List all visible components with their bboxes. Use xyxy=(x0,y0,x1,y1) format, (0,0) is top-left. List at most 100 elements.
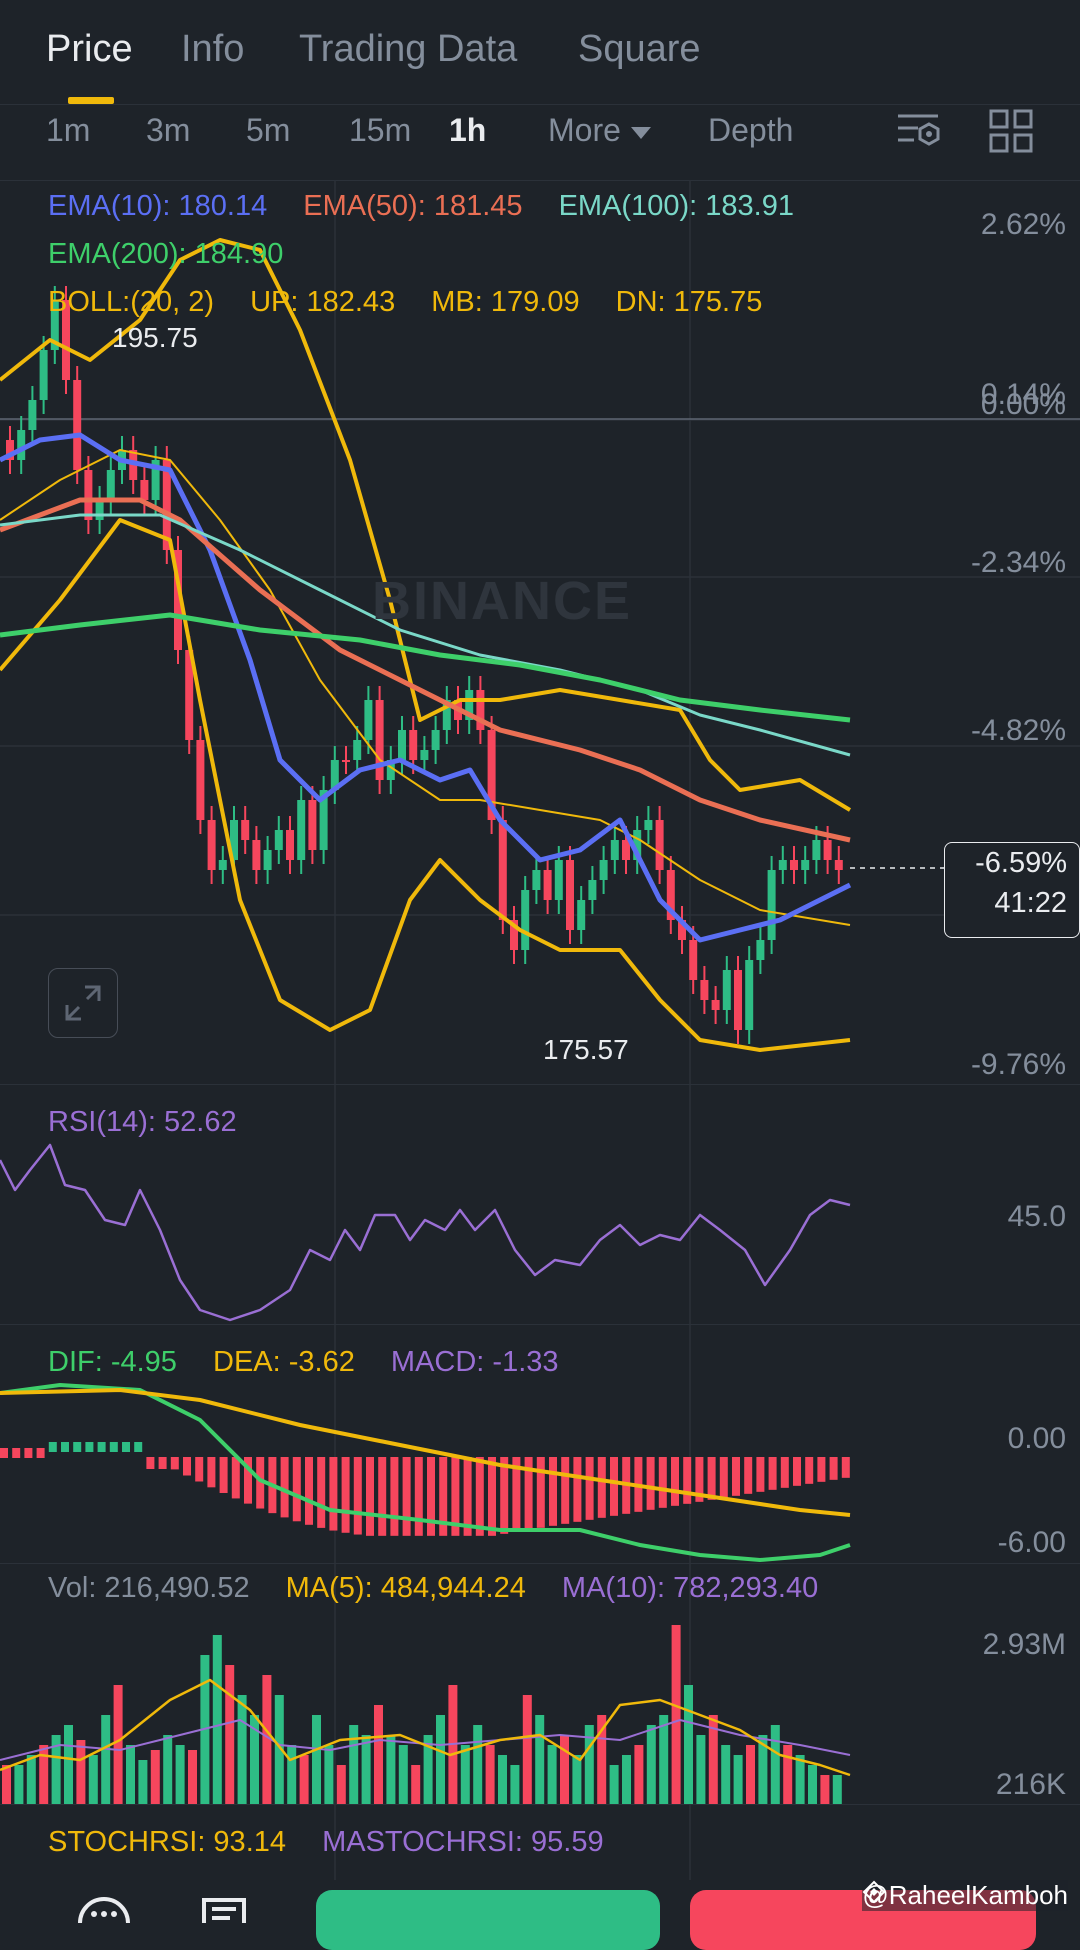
volume-bar xyxy=(113,1685,123,1805)
volume-bar xyxy=(2,1765,11,1805)
macd-histogram-bar xyxy=(134,1442,143,1452)
volume-bar xyxy=(783,1745,793,1805)
candle-body xyxy=(342,760,350,762)
ema100-line xyxy=(0,513,851,757)
stochrsi-value: STOCHRSI: 93.14 xyxy=(48,1826,287,1858)
orders-icon[interactable] xyxy=(200,1896,248,1923)
grid-layout-icon[interactable] xyxy=(988,108,1034,154)
tab-trading-data[interactable]: Trading Data xyxy=(299,28,518,70)
tab-info[interactable]: Info xyxy=(181,28,245,70)
volume-bar xyxy=(609,1765,619,1805)
interval-15m[interactable]: 15m xyxy=(349,112,412,148)
macd-histogram-bar xyxy=(402,1457,411,1536)
volume-panel-divider xyxy=(0,1563,1080,1564)
macd-histogram-bar xyxy=(329,1457,338,1531)
macd-histogram-bar xyxy=(36,1448,45,1458)
macd-histogram-bar xyxy=(122,1442,130,1452)
volume-bar xyxy=(64,1725,73,1805)
macd-histogram-bar xyxy=(658,1457,667,1508)
volume-bar xyxy=(299,1755,309,1805)
tab-price[interactable]: Price xyxy=(46,28,133,70)
macd-histogram-bar xyxy=(280,1457,289,1518)
interval-1m[interactable]: 1m xyxy=(46,112,91,148)
volume-bar xyxy=(572,1755,582,1805)
volume-bar xyxy=(671,1625,681,1805)
volume-bar xyxy=(411,1765,421,1805)
macd-histogram-bar xyxy=(195,1457,204,1482)
expand-chart-button[interactable] xyxy=(48,968,118,1038)
current-price-tag[interactable]: -6.59% 41:22 xyxy=(944,842,1080,938)
volume-bar xyxy=(498,1755,507,1805)
candle-body xyxy=(745,960,754,1030)
macd-histogram-bar xyxy=(317,1457,326,1528)
candle-body xyxy=(756,940,765,960)
binance-logo xyxy=(862,1880,886,1904)
interval-1h[interactable]: 1h xyxy=(449,112,487,148)
ema200-value: EMA(200): 184.90 xyxy=(48,238,284,270)
tab-square[interactable]: Square xyxy=(578,28,701,70)
macd-histogram-bar xyxy=(439,1457,448,1536)
candle-body xyxy=(174,550,182,650)
volume-bar xyxy=(448,1685,458,1805)
boll-lower-band xyxy=(0,518,851,1052)
current-change-percent: -6.59% xyxy=(975,847,1067,879)
volume-bar xyxy=(535,1715,545,1805)
candle-body xyxy=(678,920,686,940)
volume-bar xyxy=(584,1725,594,1805)
volume-bar xyxy=(733,1755,743,1805)
interval-more-dropdown[interactable]: More xyxy=(548,112,651,149)
volume-bar xyxy=(659,1715,669,1805)
interval-3m[interactable]: 3m xyxy=(146,112,191,148)
candle-body xyxy=(286,830,294,860)
macd-histogram-bar xyxy=(561,1457,570,1524)
candle-body xyxy=(230,820,238,860)
axis-label-low: -4.82% xyxy=(970,714,1066,747)
volume-bar xyxy=(398,1745,408,1805)
boll-mb: MB: 179.09 xyxy=(431,286,580,318)
interval-5m[interactable]: 5m xyxy=(246,112,291,148)
volume-bar xyxy=(646,1725,656,1805)
macd-histogram-bar xyxy=(536,1457,545,1528)
volume-bar xyxy=(622,1755,631,1805)
volume-bar xyxy=(250,1715,259,1805)
buy-button[interactable] xyxy=(316,1890,660,1950)
macd-histogram-bar xyxy=(341,1457,350,1533)
volume-bar xyxy=(374,1705,383,1805)
volume-bar xyxy=(696,1735,706,1805)
volume-ma10: MA(10): 782,293.40 xyxy=(561,1572,819,1604)
top-tab-bar xyxy=(0,0,1080,105)
interval-depth[interactable]: Depth xyxy=(708,112,794,148)
macd-histogram-bar xyxy=(414,1457,423,1536)
macd-histogram-bar xyxy=(719,1457,728,1498)
interval-bar xyxy=(0,104,1080,181)
volume-bar xyxy=(336,1765,346,1805)
macd-axis-bottom: -6.00 xyxy=(997,1526,1066,1559)
candle-body xyxy=(28,400,37,430)
volume-bar xyxy=(225,1665,235,1805)
candle-body xyxy=(84,470,93,520)
candle-body xyxy=(196,740,205,820)
candle-body xyxy=(655,820,664,870)
boll-upper-band xyxy=(0,238,852,812)
candle-body xyxy=(263,850,272,870)
boll-params: BOLL:(20, 2) xyxy=(48,286,215,318)
more-options-icon[interactable] xyxy=(76,1892,132,1923)
candle-body xyxy=(633,830,642,860)
candle-body xyxy=(722,970,731,1010)
macd-histogram-bar xyxy=(170,1457,179,1470)
ema200-legend: EMA(200): 184.90 xyxy=(48,238,311,271)
macd-histogram-bar xyxy=(97,1442,106,1452)
low-price-marker: 175.57 xyxy=(543,1034,629,1065)
macd-histogram-bar xyxy=(231,1457,240,1499)
volume-bar xyxy=(76,1740,86,1805)
macd-histogram-bar xyxy=(683,1457,692,1504)
candle-body xyxy=(95,500,104,520)
macd-histogram-bar xyxy=(707,1457,716,1500)
chart-settings-icon[interactable] xyxy=(896,108,942,154)
macd-histogram-bar xyxy=(500,1457,509,1534)
ema-legend: EMA(10): 180.14 EMA(50): 181.45 EMA(100)… xyxy=(48,190,822,223)
volume-bar xyxy=(746,1745,755,1805)
macd-histogram-bar xyxy=(353,1457,362,1535)
volume-bar xyxy=(312,1715,321,1805)
